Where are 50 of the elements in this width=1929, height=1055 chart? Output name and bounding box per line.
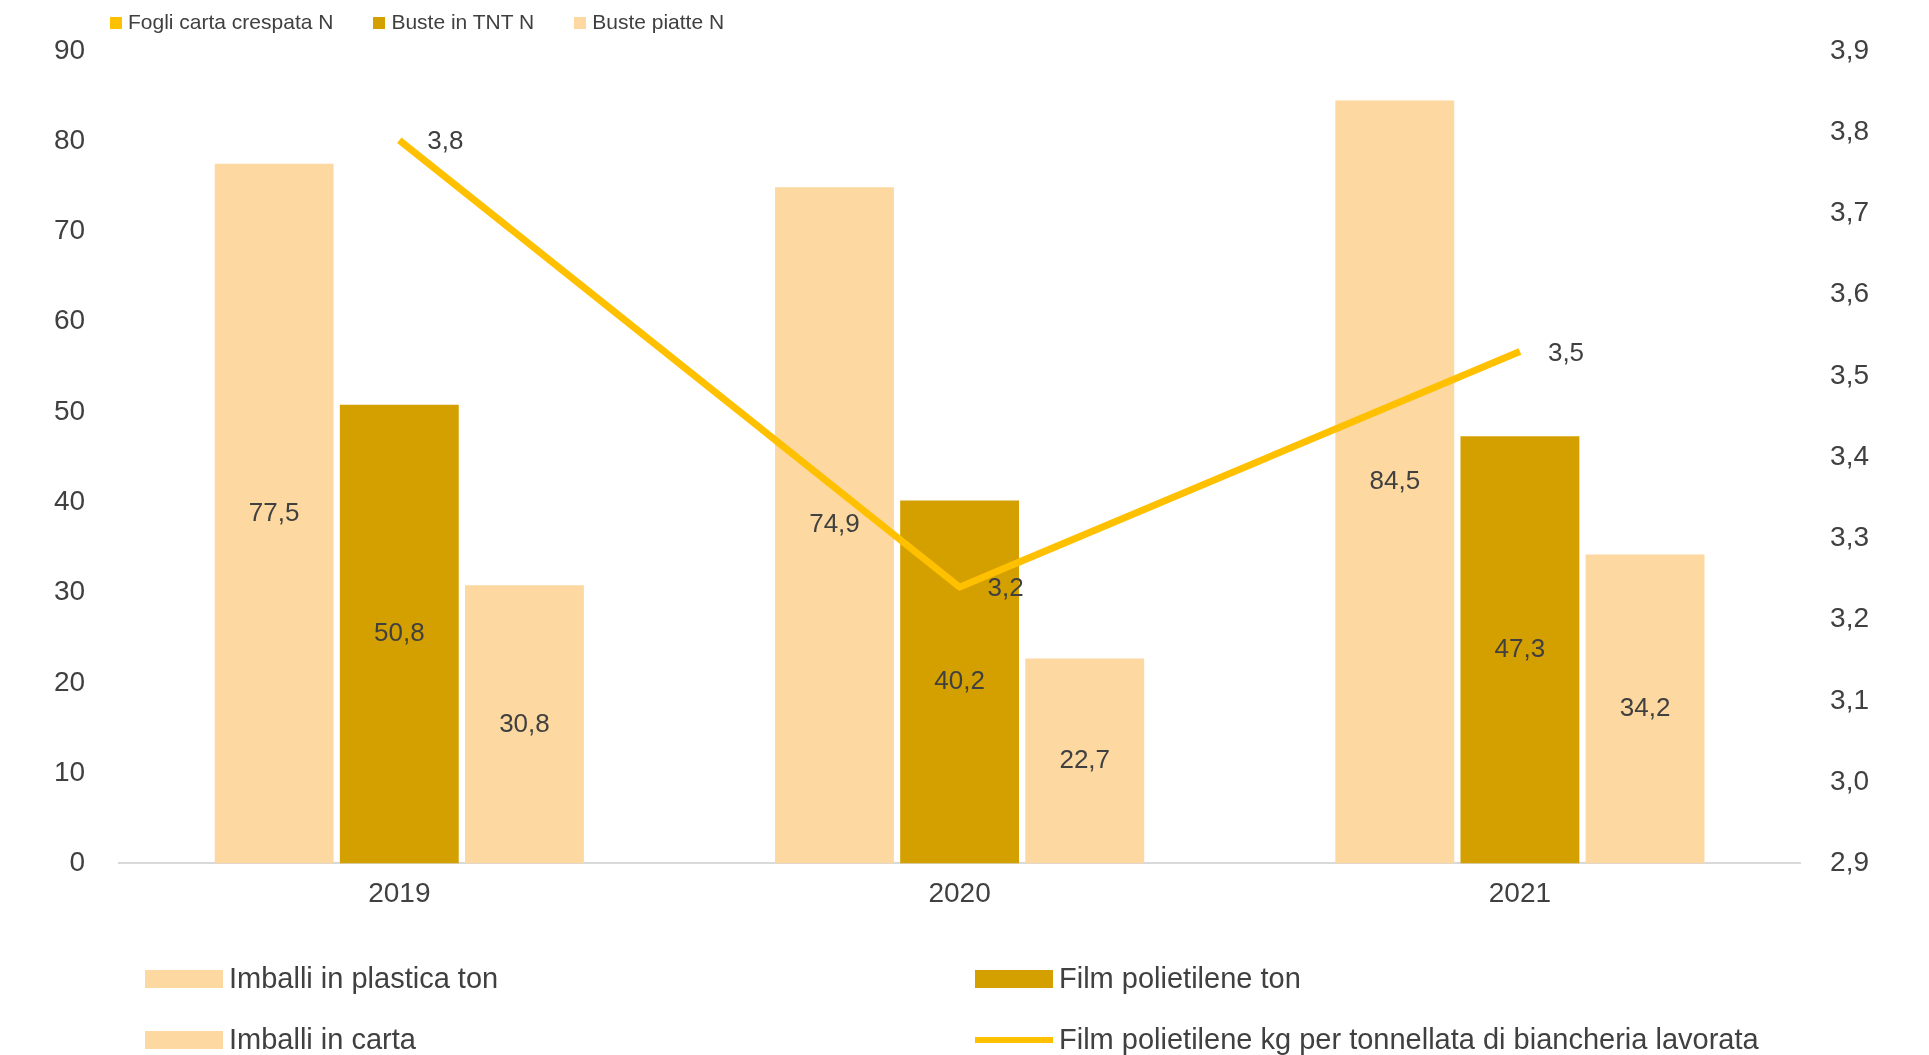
legend-label: Buste piatte N bbox=[591, 10, 725, 34]
data-label: 3,5 bbox=[1547, 336, 1585, 367]
bar bbox=[339, 404, 459, 864]
y2-tick-label: 3,9 bbox=[1830, 33, 1870, 65]
y2-tick-label: 3,1 bbox=[1830, 683, 1870, 715]
y-tick-label: 60 bbox=[53, 304, 86, 336]
bar bbox=[1585, 554, 1705, 864]
y-tick-label: 80 bbox=[53, 123, 86, 155]
data-label: 50,8 bbox=[374, 617, 425, 648]
y-tick-label: 40 bbox=[53, 484, 86, 516]
y2-tick-label: 3,6 bbox=[1830, 277, 1870, 309]
y-tick-label: 90 bbox=[53, 33, 86, 65]
data-label: 34,2 bbox=[1619, 692, 1671, 723]
bar bbox=[465, 585, 584, 864]
y2-tick-label: 3,5 bbox=[1830, 358, 1870, 390]
data-label: 47,3 bbox=[1494, 633, 1546, 664]
data-label: 84,5 bbox=[1369, 465, 1421, 496]
x-tick-label: 2019 bbox=[368, 876, 431, 908]
x-tick-label: 2020 bbox=[928, 876, 991, 908]
y-tick-label: 10 bbox=[53, 755, 86, 787]
data-label: 3,8 bbox=[427, 125, 464, 156]
legend-label: Fogli carta crespata N bbox=[127, 10, 334, 34]
bar bbox=[1335, 100, 1455, 864]
y2-tick-label: 2,9 bbox=[1830, 846, 1870, 878]
y-tick-label: 20 bbox=[53, 665, 86, 697]
legend-label: Film polietilene kg per tonnellata di biancheria lavorata bbox=[1058, 1023, 1760, 1055]
y2-tick-label: 3,0 bbox=[1830, 764, 1870, 796]
y-tick-label: 0 bbox=[69, 846, 86, 878]
y2-tick-label: 3,3 bbox=[1830, 521, 1870, 553]
y-tick-label: 50 bbox=[53, 394, 86, 426]
y2-tick-label: 3,2 bbox=[1830, 602, 1870, 634]
data-label: 40,2 bbox=[934, 665, 985, 696]
data-label: 77,5 bbox=[248, 496, 300, 527]
data-label: 22,7 bbox=[1059, 744, 1111, 775]
y2-tick-label: 3,4 bbox=[1830, 439, 1870, 471]
legend-label: Imballi in plastica ton bbox=[228, 962, 500, 995]
data-label: 30,8 bbox=[499, 707, 550, 738]
bar bbox=[1460, 436, 1580, 864]
y2-tick-label: 3,8 bbox=[1830, 114, 1870, 146]
legend-label: Film polietilene ton bbox=[1058, 962, 1302, 995]
y-tick-label: 70 bbox=[53, 214, 86, 246]
bar bbox=[775, 187, 894, 864]
x-tick-label: 2021 bbox=[1488, 876, 1552, 908]
data-label: 74,9 bbox=[809, 508, 860, 539]
y2-tick-label: 3,7 bbox=[1830, 196, 1870, 228]
y-tick-label: 30 bbox=[53, 575, 86, 607]
bar bbox=[214, 163, 334, 864]
bar bbox=[1025, 658, 1145, 864]
legend-label: Imballi in carta bbox=[228, 1023, 417, 1055]
legend-label: Buste in TNT N bbox=[390, 10, 535, 34]
